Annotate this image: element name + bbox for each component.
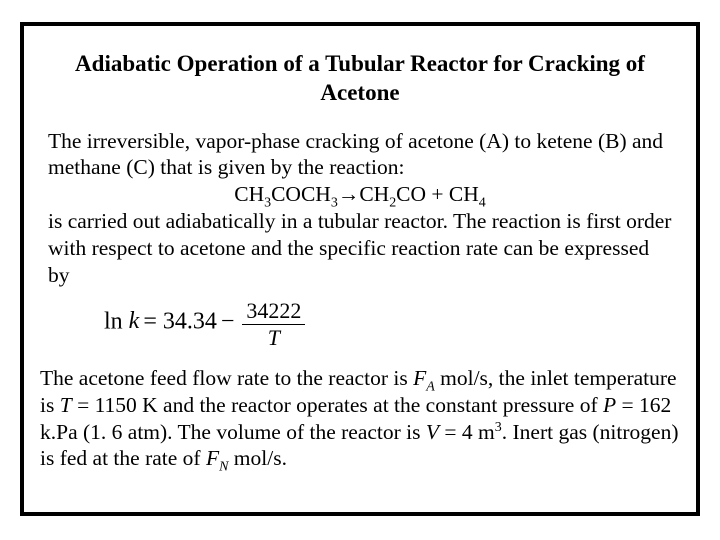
paragraph-1: The irreversible, vapor-phase cracking o… [48, 128, 672, 289]
title-line-2: Acetone [320, 80, 399, 105]
paragraph-2: The acetone feed flow rate to the reacto… [40, 365, 680, 473]
equals-sign: = [143, 308, 163, 334]
const-a: 34.34 [163, 308, 217, 334]
rxn-ch1: CH [234, 182, 264, 206]
p2-end: mol/s. [228, 446, 287, 470]
FN-F: F [206, 446, 219, 470]
reaction-equation: CH3COCH3→CH2CO + CH4 [48, 181, 672, 208]
p2-pre: The acetone feed flow rate to the reacto… [40, 366, 413, 390]
minus-sign: − [221, 308, 241, 334]
rxn-m3: CO + CH [396, 182, 479, 206]
fraction-denominator: T [242, 325, 305, 350]
slide-title: Adiabatic Operation of a Tubular Reactor… [48, 50, 672, 108]
k-var: k [129, 308, 140, 334]
P-var: P [603, 393, 616, 417]
fraction-numerator: 34222 [242, 299, 305, 325]
slide-frame: Adiabatic Operation of a Tubular Reactor… [20, 22, 700, 516]
p2-T: = 1150 K and the reactor operates at the… [72, 393, 603, 417]
FA-F: F [413, 366, 426, 390]
fraction: 34222 T [242, 299, 305, 350]
p1-followup: is carried out adiabatically in a tubula… [48, 209, 671, 287]
rxn-m2: CH [359, 182, 389, 206]
p2-V: = 4 m [439, 420, 495, 444]
rxn-arrow: → [338, 182, 360, 206]
p1-intro: The irreversible, vapor-phase cracking o… [48, 129, 663, 180]
ln-label: ln [104, 308, 123, 334]
cube-sup: 3 [495, 419, 502, 434]
title-line-1: Adiabatic Operation of a Tubular Reactor… [75, 51, 645, 76]
rxn-m1: COCH [271, 182, 331, 206]
arrhenius-equation: ln k = 34.34 − 34222 T [104, 299, 672, 351]
V-var: V [426, 420, 439, 444]
T-var: T [60, 393, 72, 417]
